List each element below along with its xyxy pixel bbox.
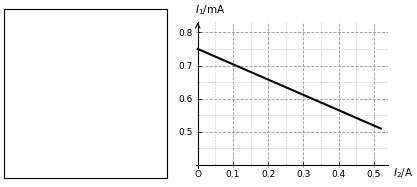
Text: $I_2$/A: $I_2$/A [393,167,414,180]
Text: $I_1$/mA: $I_1$/mA [195,4,226,17]
